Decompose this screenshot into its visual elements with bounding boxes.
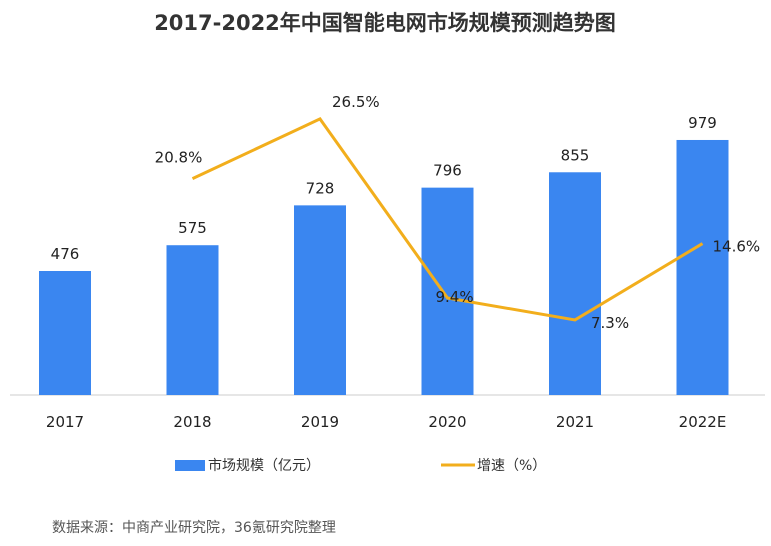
bar-label-2018: 575 <box>178 219 207 237</box>
legend-label-line: 增速（%） <box>477 458 546 474</box>
x-tick-2020: 2020 <box>428 413 466 431</box>
bar-label-2017: 476 <box>51 245 80 263</box>
bar-2017 <box>39 271 91 395</box>
bar-2019 <box>294 205 346 395</box>
legend-label-bar: 市场规模（亿元） <box>208 457 320 474</box>
x-tick-2018: 2018 <box>173 413 211 431</box>
bar-label-2021: 855 <box>561 146 590 164</box>
growth-label-2022E: 14.6% <box>713 238 761 256</box>
growth-label-2020: 9.4% <box>436 288 474 306</box>
x-tick-2019: 2019 <box>301 413 339 431</box>
growth-label-2021: 7.3% <box>591 314 629 332</box>
bar-2022E <box>677 140 729 395</box>
x-tick-2017: 2017 <box>46 413 84 431</box>
bar-2021 <box>549 172 601 395</box>
legend: 市场规模（亿元） 增速（%） <box>175 457 546 474</box>
growth-label-2019: 26.5% <box>332 93 380 111</box>
chart-title: 2017-2022年中国智能电网市场规模预测趋势图 <box>154 11 616 35</box>
x-tick-2021: 2021 <box>556 413 594 431</box>
growth-label-2018: 20.8% <box>155 149 203 167</box>
bar-label-2019: 728 <box>306 179 335 197</box>
bar-label-2020: 796 <box>433 162 462 180</box>
bar-2018 <box>167 245 219 395</box>
legend-swatch-bar <box>175 460 205 471</box>
bar-label-2022E: 979 <box>688 114 717 132</box>
x-tick-2022E: 2022E <box>679 413 727 431</box>
source-note: 数据来源：中商产业研究院，36氪研究院整理 <box>52 520 336 536</box>
